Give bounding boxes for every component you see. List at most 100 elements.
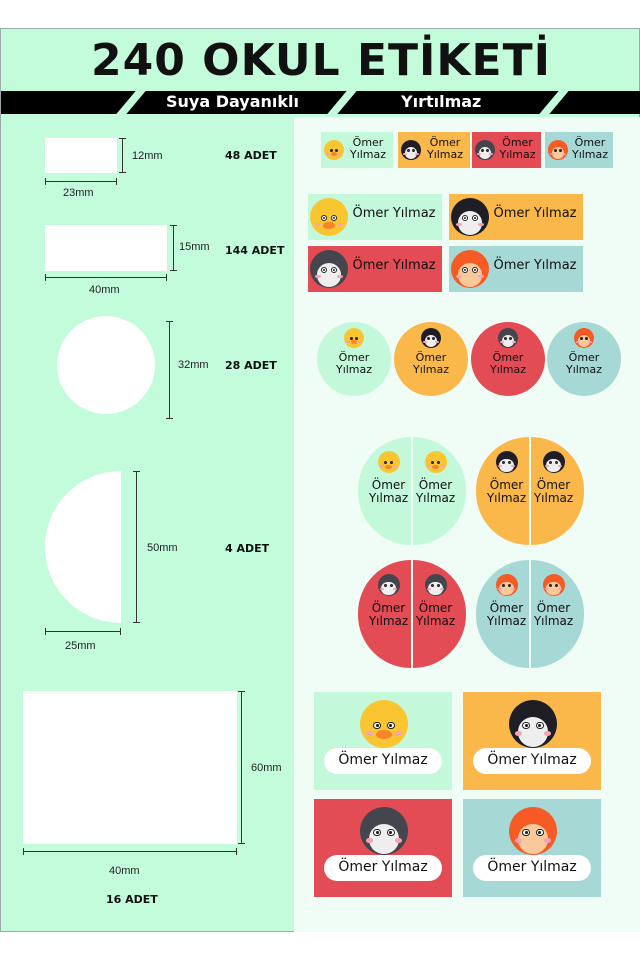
name-pill: Ömer Yılmaz xyxy=(324,855,442,881)
cheek xyxy=(514,838,523,843)
label-name-line: Ömer xyxy=(371,601,406,615)
label-name: Ömer Yılmaz xyxy=(527,602,580,627)
eye xyxy=(553,149,557,153)
height-dimension xyxy=(170,225,180,271)
eye xyxy=(430,460,435,465)
duck-face-icon xyxy=(360,700,408,748)
beak xyxy=(330,152,338,157)
eye xyxy=(355,337,359,341)
eye xyxy=(522,721,531,730)
raccoon-face-icon xyxy=(498,328,518,348)
cheek xyxy=(440,465,444,468)
name-pill: Ömer Yılmaz xyxy=(473,748,591,774)
eye xyxy=(507,583,512,588)
label-name-line: Yılmaz xyxy=(486,613,527,628)
eye xyxy=(503,337,507,341)
eye xyxy=(579,337,583,341)
label-name: Ömer Yılmaz xyxy=(394,352,468,375)
eye xyxy=(461,215,468,222)
cheek xyxy=(498,588,502,591)
label-name: Ömer Yılmaz xyxy=(409,602,462,627)
eye xyxy=(430,583,435,588)
label-name-line: Ömer xyxy=(536,478,571,492)
stripe xyxy=(539,91,569,114)
eye xyxy=(406,149,410,153)
label-medium-penguin: Ömer Yılmaz xyxy=(449,194,583,240)
label-name: Ömer Yılmaz xyxy=(569,137,611,160)
eye xyxy=(501,583,506,588)
height-dimension xyxy=(238,691,248,844)
cheek xyxy=(346,341,350,343)
cheek xyxy=(562,153,566,155)
height-label: 50mm xyxy=(147,542,178,554)
eye xyxy=(509,337,513,341)
eye xyxy=(522,828,531,837)
width-label: 40mm xyxy=(109,865,140,877)
label-name-line: Yılmaz xyxy=(533,490,574,505)
label-name-line: Yılmaz xyxy=(486,490,527,505)
label-name-line: Ömer xyxy=(568,351,600,364)
cheek xyxy=(427,588,431,591)
cheek xyxy=(338,153,342,155)
eye xyxy=(383,460,388,465)
label-name-line: Ömer xyxy=(489,478,524,492)
penguin-face-icon xyxy=(451,198,489,236)
size-shape-large-rect xyxy=(23,691,237,844)
label-name: Ömer Yılmaz xyxy=(409,479,462,504)
raccoon-face-icon xyxy=(310,250,348,288)
cheek xyxy=(550,153,554,155)
poster: 240 OKUL ETİKETİ Suya Dayanıklı Yırtılma… xyxy=(0,28,640,932)
label-name: Ömer Yılmaz xyxy=(471,352,545,375)
label-name-line: Ömer xyxy=(338,351,370,364)
width-dimension xyxy=(45,628,121,638)
label-circle-raccoon: Ömer Yılmaz xyxy=(471,322,545,396)
label-name-line: Ömer xyxy=(418,478,453,492)
eye xyxy=(331,215,338,222)
cheek xyxy=(558,465,562,468)
cheek xyxy=(337,222,344,227)
eye xyxy=(486,149,490,153)
stripe xyxy=(116,91,146,114)
cheek xyxy=(380,588,384,591)
raccoon-face-icon xyxy=(360,807,408,855)
eye xyxy=(432,337,436,341)
diameter-label: 32mm xyxy=(178,359,209,371)
cheek xyxy=(314,274,321,279)
eye xyxy=(559,149,563,153)
label-name: Ömer Yılmaz xyxy=(352,258,436,273)
beak xyxy=(350,340,358,345)
label-name-line: Yılmaz xyxy=(489,362,527,376)
eye xyxy=(548,460,553,465)
beak xyxy=(375,729,393,740)
label-name-line: Yılmaz xyxy=(426,147,464,161)
label-name: Ömer Yılmaz xyxy=(480,602,533,627)
cheek xyxy=(455,222,462,227)
eye xyxy=(461,267,468,274)
eye xyxy=(320,215,327,222)
cheek xyxy=(423,341,427,343)
width-label: 23mm xyxy=(63,187,94,199)
diameter-dimension xyxy=(166,321,176,419)
beak xyxy=(322,221,336,230)
cheek xyxy=(500,341,504,343)
label-name-line: Yılmaz xyxy=(349,147,387,161)
cheek xyxy=(337,274,344,279)
count-label: 144 ADET xyxy=(225,244,285,257)
count-label: 48 ADET xyxy=(225,149,277,162)
cheek xyxy=(512,341,516,343)
eye xyxy=(386,721,395,730)
eye xyxy=(412,149,416,153)
fox-face-icon xyxy=(451,250,489,288)
label-half-circle-fox: Ömer Yılmaz xyxy=(476,560,529,668)
feature-waterproof: Suya Dayanıklı xyxy=(166,92,300,111)
eye xyxy=(472,215,479,222)
cheek xyxy=(326,153,330,155)
size-shape-circle xyxy=(57,316,155,414)
height-label: 60mm xyxy=(251,762,282,774)
width-label: 40mm xyxy=(89,284,120,296)
label-name: Ömer Yılmaz xyxy=(352,206,436,221)
fox-face-icon xyxy=(509,807,557,855)
cheek xyxy=(511,588,515,591)
cheek xyxy=(545,465,549,468)
cheek xyxy=(514,731,523,736)
